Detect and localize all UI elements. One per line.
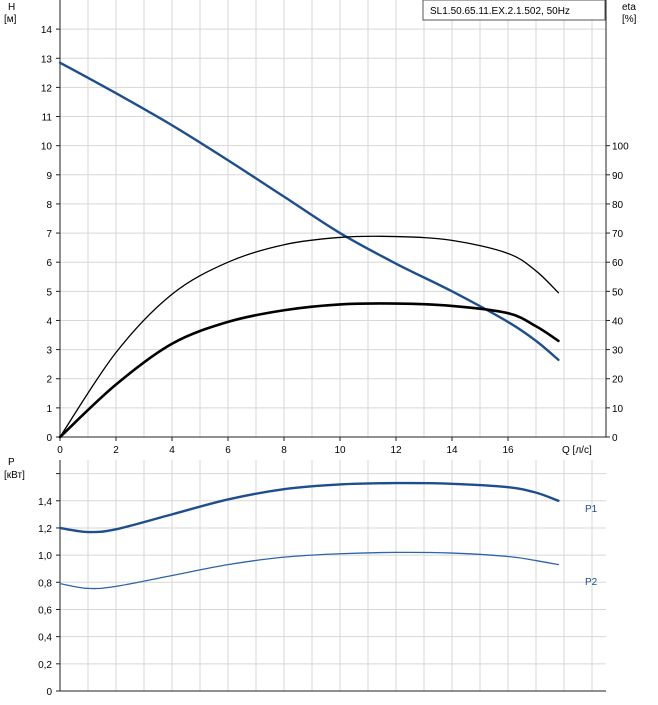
p-tick-label: 0,4 xyxy=(38,633,52,644)
h-axis-unit: [м] xyxy=(4,14,17,25)
p-tick-label: 0,2 xyxy=(38,660,52,671)
p-tick-label: 0 xyxy=(46,687,52,698)
h-tick-label: 13 xyxy=(41,54,53,65)
q-tick-label: 10 xyxy=(334,445,346,456)
p1-curve xyxy=(58,481,560,534)
h-tick-label: 10 xyxy=(41,142,53,153)
title-box xyxy=(422,0,606,21)
q-tick-label: 8 xyxy=(281,445,287,456)
q-tick-label: 12 xyxy=(390,445,402,456)
q-tick-label: 4 xyxy=(169,445,175,456)
axes xyxy=(56,0,610,692)
eta-tick-label: 40 xyxy=(612,316,624,327)
efficiency-curve xyxy=(59,235,560,438)
chart-title: SL1.50.65.11.EX.2.1.502, 50Hz xyxy=(430,6,570,17)
h-tick-label: 7 xyxy=(46,229,52,240)
total-efficiency-curve xyxy=(58,302,560,439)
q-tick-label: 0 xyxy=(57,445,63,456)
eta-tick-label: 90 xyxy=(612,171,624,182)
h-tick-label: 6 xyxy=(46,258,52,269)
eta-tick-label: 100 xyxy=(612,142,629,153)
p-tick-label: 1,0 xyxy=(38,551,52,562)
h-tick-label: 12 xyxy=(41,83,53,94)
h-tick-label: 11 xyxy=(42,113,53,124)
h-tick-label: 14 xyxy=(41,25,53,36)
p-axis-label: P xyxy=(8,457,15,468)
p-tick-label: 1,4 xyxy=(38,497,52,508)
tick-labels: 0123456789101112131401020304050607080901… xyxy=(38,25,629,698)
legend-p1: P1 xyxy=(585,504,598,515)
h-tick-label: 0 xyxy=(46,433,52,444)
eta-tick-label: 70 xyxy=(612,229,624,240)
eta-axis-label: eta xyxy=(622,2,636,13)
eta-tick-label: 20 xyxy=(612,375,624,386)
eta-tick-label: 0 xyxy=(612,433,618,444)
eta-tick-label: 50 xyxy=(612,287,624,298)
eta-tick-label: 80 xyxy=(612,200,624,211)
p-tick-label: 0,8 xyxy=(38,578,52,589)
q-axis-label: Q [л/с] xyxy=(562,445,592,456)
h-tick-label: 5 xyxy=(46,287,52,298)
head-curve xyxy=(58,61,560,361)
q-tick-label: 14 xyxy=(446,445,458,456)
h-tick-label: 2 xyxy=(46,375,52,386)
legend-p2: P2 xyxy=(585,577,598,588)
top-gridlines xyxy=(60,0,606,437)
bottom-gridlines xyxy=(60,460,606,691)
h-axis-label: H xyxy=(8,2,15,13)
eta-axis-unit: [%] xyxy=(622,14,637,25)
h-tick-label: 1 xyxy=(46,404,52,415)
q-tick-label: 6 xyxy=(225,445,231,456)
q-tick-label: 2 xyxy=(113,445,119,456)
h-tick-label: 4 xyxy=(46,316,52,327)
h-tick-label: 9 xyxy=(46,171,52,182)
p-tick-label: 1,2 xyxy=(38,524,52,535)
curves xyxy=(58,61,560,590)
eta-tick-label: 60 xyxy=(612,258,624,269)
p2-curve xyxy=(59,551,560,590)
p-tick-label: 0,6 xyxy=(38,605,52,616)
h-tick-label: 8 xyxy=(46,200,52,211)
eta-tick-label: 30 xyxy=(612,346,624,357)
h-tick-label: 3 xyxy=(46,346,52,357)
eta-tick-label: 10 xyxy=(612,404,624,415)
p-axis-unit: [кВт] xyxy=(4,470,25,481)
q-tick-label: 16 xyxy=(502,445,514,456)
